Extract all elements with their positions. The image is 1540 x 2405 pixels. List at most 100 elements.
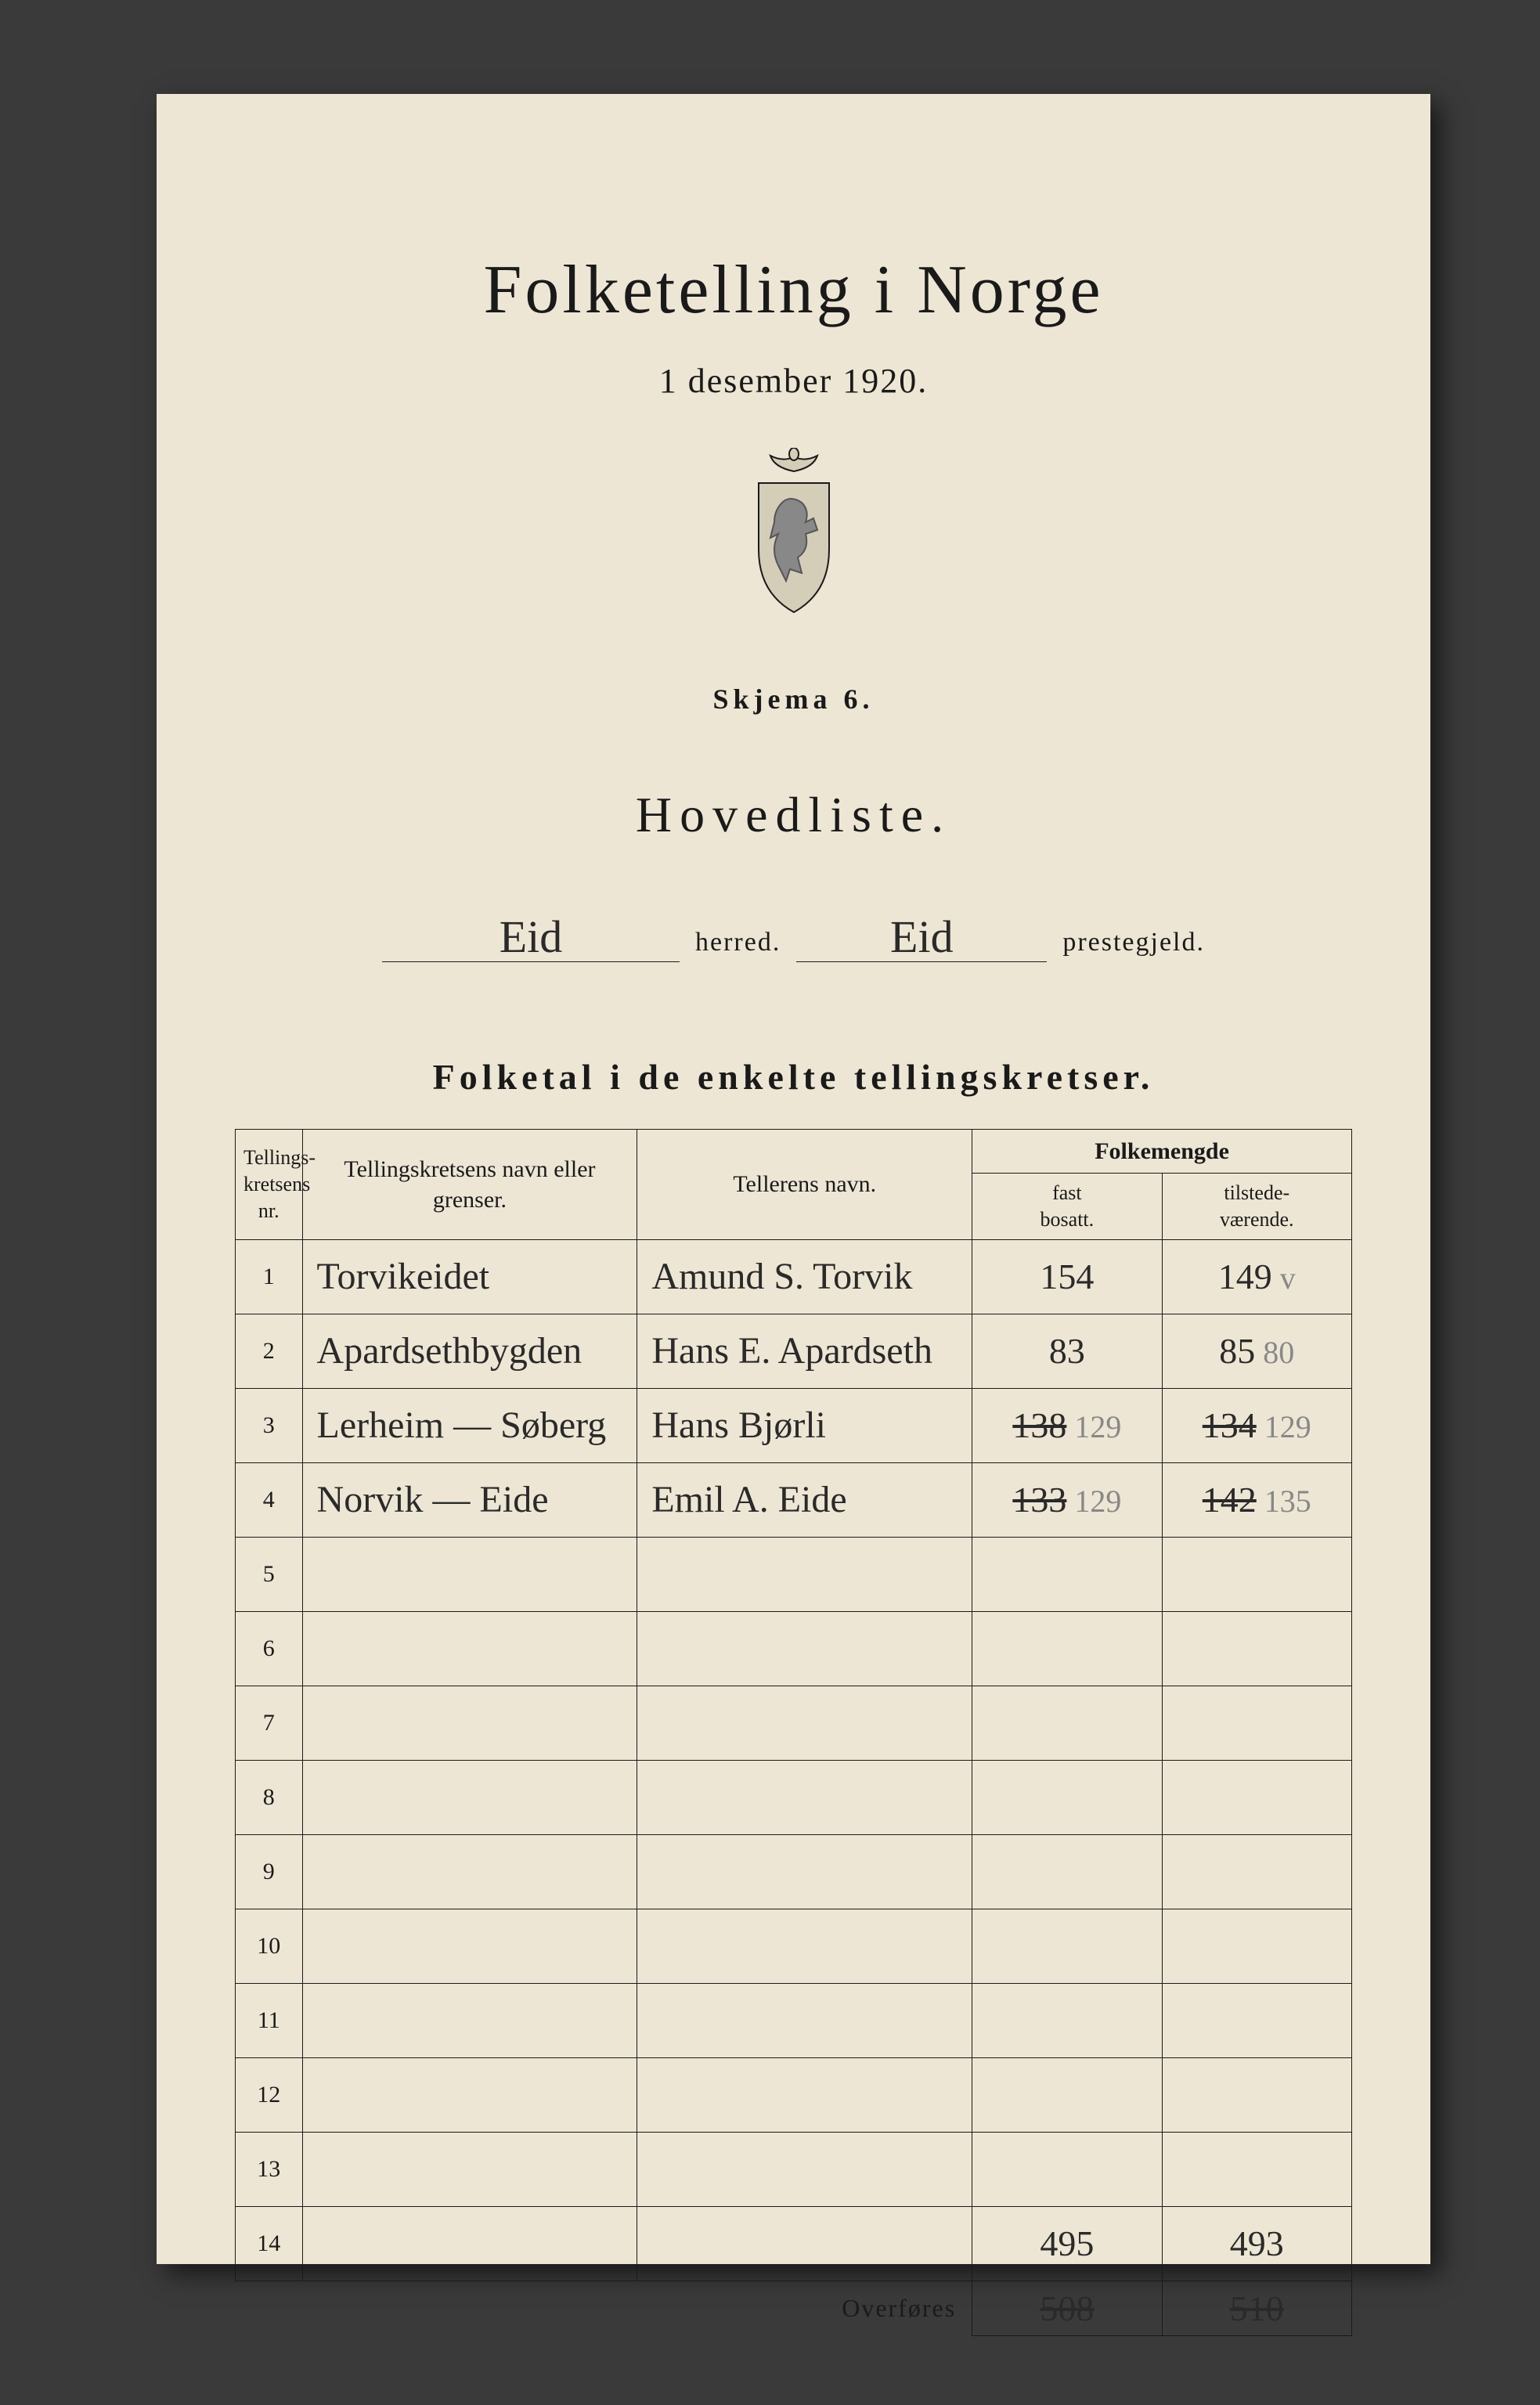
table-row: 8	[236, 1760, 1352, 1834]
tilstedevaerende: 149 v	[1162, 1239, 1351, 1314]
herred-label: herred.	[695, 928, 781, 962]
fast-bosatt	[972, 1909, 1162, 1983]
district-name: Torvikeidet	[302, 1239, 637, 1314]
row-number: 8	[236, 1760, 303, 1834]
counter-name	[637, 1909, 972, 1983]
herred-field: Eid	[382, 914, 680, 962]
overfores-label: Overføres	[236, 2281, 972, 2335]
counter-name	[637, 2132, 972, 2206]
district-name	[302, 1909, 637, 1983]
district-name	[302, 2206, 637, 2281]
counter-name: Amund S. Torvik	[637, 1239, 972, 1314]
fast-bosatt: 138 129	[972, 1388, 1162, 1462]
row-number: 1	[236, 1239, 303, 1314]
row-number: 9	[236, 1834, 303, 1909]
counter-name	[637, 1686, 972, 1760]
counter-name	[637, 1611, 972, 1686]
tilstedevaerende: 134 129	[1162, 1388, 1351, 1462]
counter-name	[637, 1537, 972, 1611]
fast-bosatt: 495	[972, 2206, 1162, 2281]
district-name	[302, 1983, 637, 2057]
district-name	[302, 1760, 637, 1834]
document-paper: Folketelling i Norge 1 desember 1920. Sk…	[157, 94, 1430, 2264]
th-name: Tellingskretsens navn eller grenser.	[302, 1130, 637, 1240]
th-fast: fast bosatt.	[972, 1174, 1162, 1240]
fast-bosatt	[972, 2132, 1162, 2206]
district-name: Apardsethbygden	[302, 1314, 637, 1388]
main-title: Folketelling i Norge	[235, 251, 1352, 330]
table-row: 1TorvikeidetAmund S. Torvik154149 v	[236, 1239, 1352, 1314]
th-teller: Tellerens navn.	[637, 1130, 972, 1240]
overfores-row: Overføres 508 510	[236, 2281, 1352, 2335]
counter-name: Hans Bjørli	[637, 1388, 972, 1462]
district-name	[302, 2057, 637, 2132]
fast-bosatt	[972, 1983, 1162, 2057]
table-row: 12	[236, 2057, 1352, 2132]
fast-bosatt: 83	[972, 1314, 1162, 1388]
location-line: Eid herred. Eid prestegjeld.	[235, 914, 1352, 962]
tilstedevaerende	[1162, 1909, 1351, 1983]
tilstedevaerende	[1162, 1686, 1351, 1760]
prestegjeld-label: prestegjeld.	[1062, 928, 1205, 962]
th-folkemengde: Folkemengde	[972, 1130, 1352, 1174]
fast-bosatt	[972, 1537, 1162, 1611]
counter-name	[637, 1760, 972, 1834]
form-heading: Hovedliste.	[235, 786, 1352, 844]
table-row: 10	[236, 1909, 1352, 1983]
tilstedevaerende	[1162, 1983, 1351, 2057]
date-subtitle: 1 desember 1920.	[235, 361, 1352, 401]
district-name	[302, 1611, 637, 1686]
fast-bosatt	[972, 1686, 1162, 1760]
overfores-fast: 508	[972, 2281, 1162, 2335]
census-table: Tellings- kretsens nr. Tellingskretsens …	[235, 1129, 1352, 2336]
district-name: Lerheim — Søberg	[302, 1388, 637, 1462]
fast-bosatt	[972, 1611, 1162, 1686]
table-row: 6	[236, 1611, 1352, 1686]
scan-background: Folketelling i Norge 1 desember 1920. Sk…	[0, 0, 1540, 2405]
tilstedevaerende: 142 135	[1162, 1462, 1351, 1537]
th-tilstede: tilstede- værende.	[1162, 1174, 1351, 1240]
table-row: 13	[236, 2132, 1352, 2206]
fast-bosatt	[972, 1760, 1162, 1834]
table-heading: Folketal i de enkelte tellingskretser.	[235, 1056, 1352, 1098]
table-row: 4Norvik — EideEmil A. Eide133 129142 135	[236, 1462, 1352, 1537]
tilstedevaerende	[1162, 2132, 1351, 2206]
counter-name	[637, 2057, 972, 2132]
table-row: 7	[236, 1686, 1352, 1760]
row-number: 2	[236, 1314, 303, 1388]
tilstedevaerende: 85 80	[1162, 1314, 1351, 1388]
fast-bosatt	[972, 2057, 1162, 2132]
row-number: 4	[236, 1462, 303, 1537]
fast-bosatt	[972, 1834, 1162, 1909]
row-number: 12	[236, 2057, 303, 2132]
coat-of-arms-icon	[727, 448, 860, 620]
row-number: 7	[236, 1686, 303, 1760]
row-number: 10	[236, 1909, 303, 1983]
district-name	[302, 1686, 637, 1760]
table-row: 14 495493	[236, 2206, 1352, 2281]
district-name	[302, 1537, 637, 1611]
tilstedevaerende	[1162, 1760, 1351, 1834]
tilstedevaerende	[1162, 2057, 1351, 2132]
table-row: 11	[236, 1983, 1352, 2057]
row-number: 14	[236, 2206, 303, 2281]
tilstedevaerende	[1162, 1834, 1351, 1909]
prestegjeld-field: Eid	[796, 914, 1047, 962]
form-number: Skjema 6.	[235, 683, 1352, 716]
district-name	[302, 1834, 637, 1909]
table-row: 5	[236, 1537, 1352, 1611]
row-number: 6	[236, 1611, 303, 1686]
table-row: 2ApardsethbygdenHans E. Apardseth8385 80	[236, 1314, 1352, 1388]
counter-name	[637, 1834, 972, 1909]
th-nr: Tellings- kretsens nr.	[236, 1130, 303, 1240]
fast-bosatt: 154	[972, 1239, 1162, 1314]
table-row: 3Lerheim — SøbergHans Bjørli138 129134 1…	[236, 1388, 1352, 1462]
district-name	[302, 2132, 637, 2206]
tilstedevaerende: 493	[1162, 2206, 1351, 2281]
row-number: 13	[236, 2132, 303, 2206]
row-number: 11	[236, 1983, 303, 2057]
row-number: 3	[236, 1388, 303, 1462]
table-row: 9	[236, 1834, 1352, 1909]
tilstedevaerende	[1162, 1611, 1351, 1686]
counter-name: Hans E. Apardseth	[637, 1314, 972, 1388]
